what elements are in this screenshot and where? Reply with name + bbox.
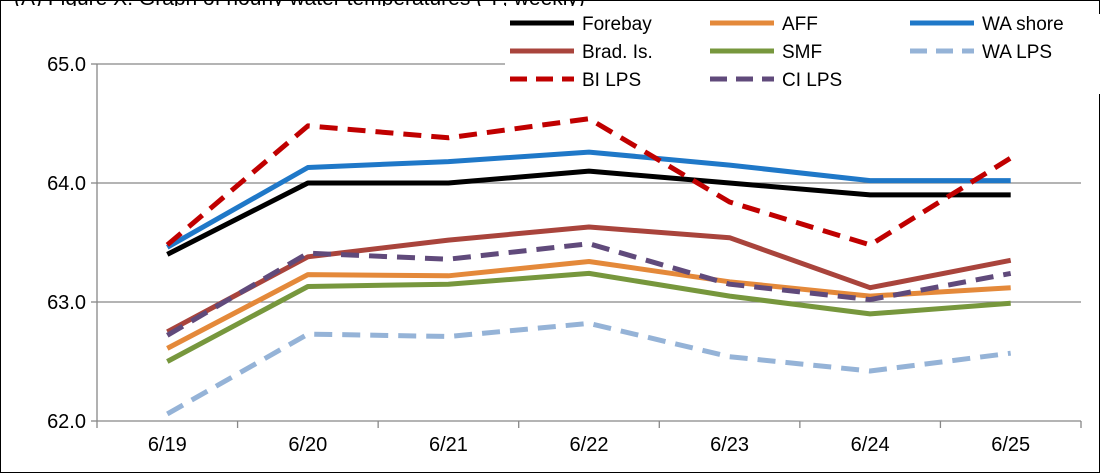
series-line-forebay (166, 168, 1011, 257)
legend-label: WA LPS (982, 42, 1052, 63)
x-tick-label: 6/20 (288, 434, 327, 456)
x-tick-label: 6/19 (148, 434, 187, 456)
legend-label: CI LPS (782, 70, 842, 91)
legend-item-wa-lps: WA LPS (910, 42, 1052, 63)
series-line-wa-shore (166, 149, 1011, 250)
series-line-brad-is (166, 224, 1012, 335)
legend-label: SMF (782, 42, 822, 63)
x-tick-label: 6/22 (570, 434, 609, 456)
legend-item-ci-lps: CI LPS (710, 70, 842, 91)
legend-item-brad-is: Brad. Is. (510, 42, 653, 63)
series-line-ci-lps (166, 241, 1012, 338)
series-line-wa-lps (166, 320, 1012, 417)
y-tick-label: 63.0 (47, 292, 86, 314)
legend-background (505, 14, 1100, 94)
y-tick-label: 65.0 (47, 54, 86, 76)
x-tick-label: 6/23 (710, 434, 749, 456)
series-line-aff (166, 259, 1011, 351)
legend-item-wa-shore: WA shore (910, 14, 1064, 35)
y-tick-label: 62.0 (47, 411, 86, 433)
x-tick-label: 6/25 (991, 434, 1030, 456)
axes: 62.0 63.0 64.0 65.0 6/19 6/20 6/21 6/22 6/23 6/24… (47, 54, 1082, 456)
legend-label: BI LPS (582, 70, 641, 91)
y-tick-label: 64.0 (47, 173, 86, 195)
legend-label: Brad. Is. (582, 42, 653, 63)
series-lines (165, 116, 1013, 417)
chart-title: (A) Figure X. Graph of hourly water temp… (14, 0, 585, 10)
series-line-smf (166, 270, 1011, 364)
legend-label: Forebay (582, 14, 652, 35)
legend-label: AFF (782, 14, 818, 35)
legend: Forebay AFF WA shore Brad. Is. SMF WA LPS BI L… (505, 14, 1100, 94)
legend-item-aff: AFF (710, 14, 818, 35)
legend-item-forebay: Forebay (510, 14, 652, 35)
legend-label: WA shore (982, 14, 1064, 35)
series-line-bi-lps (165, 116, 1013, 248)
legend-item-bi-lps: BI LPS (510, 70, 641, 91)
x-tick-label: 6/24 (851, 434, 890, 456)
legend-item-smf: SMF (710, 42, 822, 63)
x-tick-label: 6/21 (429, 434, 468, 456)
